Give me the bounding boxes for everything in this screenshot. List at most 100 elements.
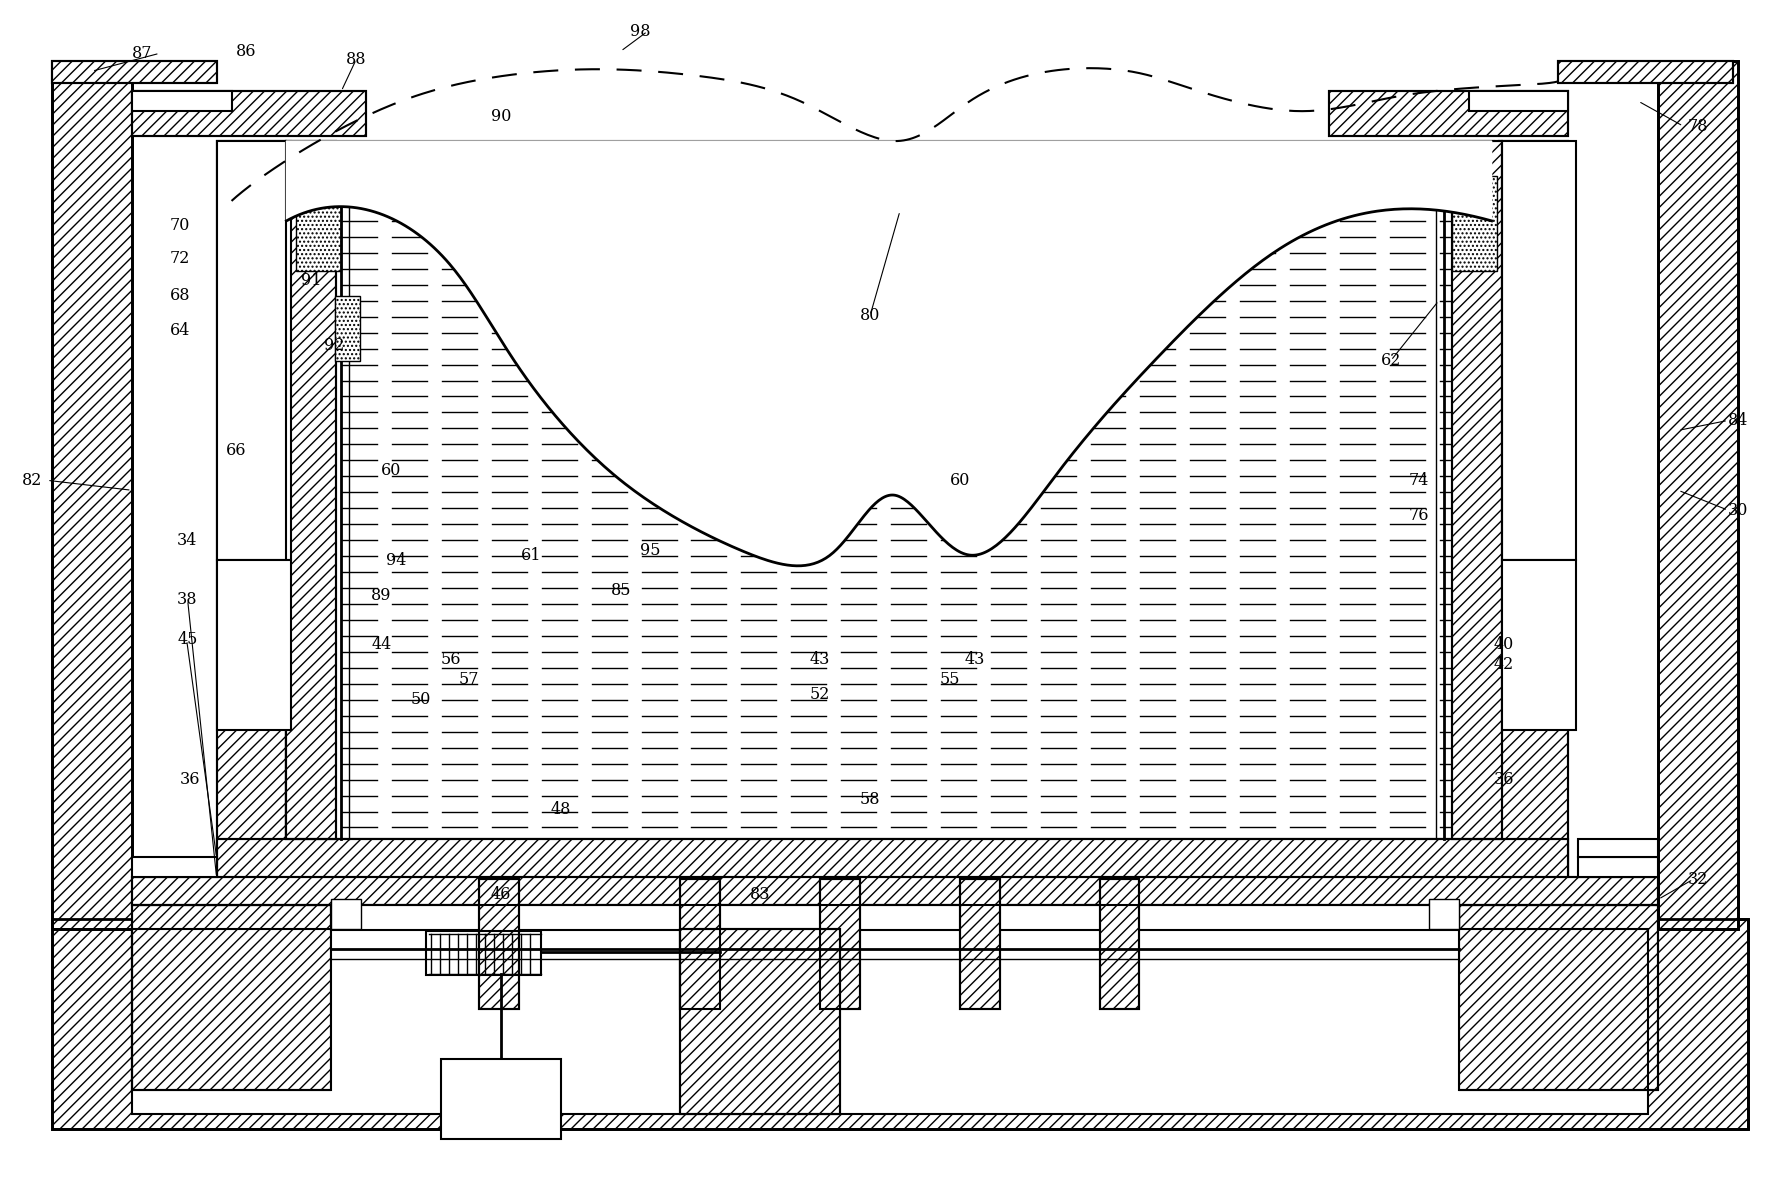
Bar [133, 91, 365, 137]
Text: 90: 90 [491, 108, 510, 125]
Text: 55: 55 [940, 671, 960, 689]
Text: 34: 34 [177, 532, 197, 549]
Text: 36: 36 [179, 772, 201, 788]
Bar [681, 879, 720, 1009]
Text: 76: 76 [1408, 507, 1429, 524]
Bar [217, 141, 287, 930]
Bar [52, 61, 133, 930]
Text: 74: 74 [1408, 472, 1429, 489]
Bar [1100, 879, 1139, 1009]
Text: 61: 61 [521, 546, 541, 563]
Bar [217, 141, 292, 561]
Text: 95: 95 [641, 541, 661, 558]
Text: 43: 43 [965, 652, 985, 668]
Bar [133, 877, 1658, 906]
Bar [960, 879, 999, 1009]
Text: 42: 42 [1494, 657, 1513, 673]
Bar [1453, 141, 1501, 840]
Bar [217, 840, 1569, 879]
Text: 80: 80 [860, 307, 879, 325]
Bar [840, 930, 1458, 1114]
Bar [52, 61, 133, 930]
Bar [1501, 141, 1576, 561]
Bar [1658, 61, 1737, 930]
Polygon shape [287, 141, 1492, 565]
Bar [52, 919, 1748, 1129]
Text: 43: 43 [810, 652, 831, 668]
Bar [296, 176, 342, 271]
Bar [1453, 176, 1497, 271]
Bar [217, 141, 292, 561]
Bar [478, 879, 519, 1009]
Text: 44: 44 [371, 636, 390, 653]
Bar [217, 141, 287, 930]
Text: 89: 89 [371, 587, 392, 604]
Bar [1578, 840, 1658, 858]
Bar [133, 930, 1648, 1114]
Text: 78: 78 [1687, 117, 1709, 134]
Bar [1578, 858, 1658, 877]
Text: 46: 46 [491, 885, 510, 903]
Text: 48: 48 [550, 801, 571, 818]
Text: 91: 91 [301, 272, 322, 289]
Bar [426, 931, 541, 975]
Text: 66: 66 [226, 442, 247, 459]
Bar [133, 906, 331, 1090]
Text: 45: 45 [177, 631, 197, 648]
Bar [52, 61, 217, 83]
Text: 88: 88 [346, 50, 367, 68]
Text: 92: 92 [324, 337, 344, 355]
Bar [52, 61, 217, 83]
Text: 82: 82 [21, 472, 43, 489]
Bar [133, 858, 217, 877]
Text: 70: 70 [170, 217, 190, 235]
Bar [133, 906, 331, 1090]
Text: 52: 52 [810, 686, 831, 703]
Text: 60: 60 [949, 472, 971, 489]
Bar [1100, 879, 1139, 1009]
Text: 87: 87 [131, 44, 152, 62]
Text: 83: 83 [750, 885, 770, 903]
Bar [52, 919, 1748, 1129]
Bar [331, 930, 681, 1114]
Text: 86: 86 [236, 43, 256, 60]
Bar [1429, 900, 1458, 930]
Bar [287, 141, 1494, 840]
Bar [287, 141, 337, 840]
Bar [133, 877, 1658, 906]
Text: 85: 85 [611, 581, 630, 599]
Text: 94: 94 [387, 551, 407, 569]
Bar [287, 141, 337, 840]
Bar [1558, 61, 1734, 83]
Bar [331, 906, 1458, 930]
Bar [1329, 91, 1569, 137]
Text: 64: 64 [170, 322, 190, 339]
Bar [133, 930, 1648, 1114]
Bar [1501, 561, 1576, 730]
Bar [441, 1059, 561, 1139]
Text: 68: 68 [170, 288, 190, 304]
Bar [681, 879, 720, 1009]
Text: 56: 56 [441, 652, 462, 668]
Bar [133, 91, 231, 111]
Text: 40: 40 [1494, 636, 1513, 653]
Text: 30: 30 [1728, 502, 1748, 519]
Bar [217, 561, 292, 730]
Bar [217, 840, 1569, 879]
Bar [1329, 91, 1569, 137]
Bar [960, 879, 999, 1009]
Bar [331, 900, 362, 930]
Text: 62: 62 [1381, 352, 1401, 369]
Bar [1458, 906, 1658, 1090]
Bar [478, 879, 519, 1009]
Text: 98: 98 [630, 23, 650, 40]
Bar [1453, 141, 1501, 840]
Text: 57: 57 [458, 671, 480, 689]
Text: 36: 36 [1494, 772, 1513, 788]
Bar [1469, 91, 1569, 111]
Text: 50: 50 [410, 691, 432, 708]
Text: 60: 60 [381, 461, 401, 479]
Bar [1501, 141, 1576, 561]
Bar [1499, 141, 1569, 930]
Text: 38: 38 [176, 592, 197, 609]
